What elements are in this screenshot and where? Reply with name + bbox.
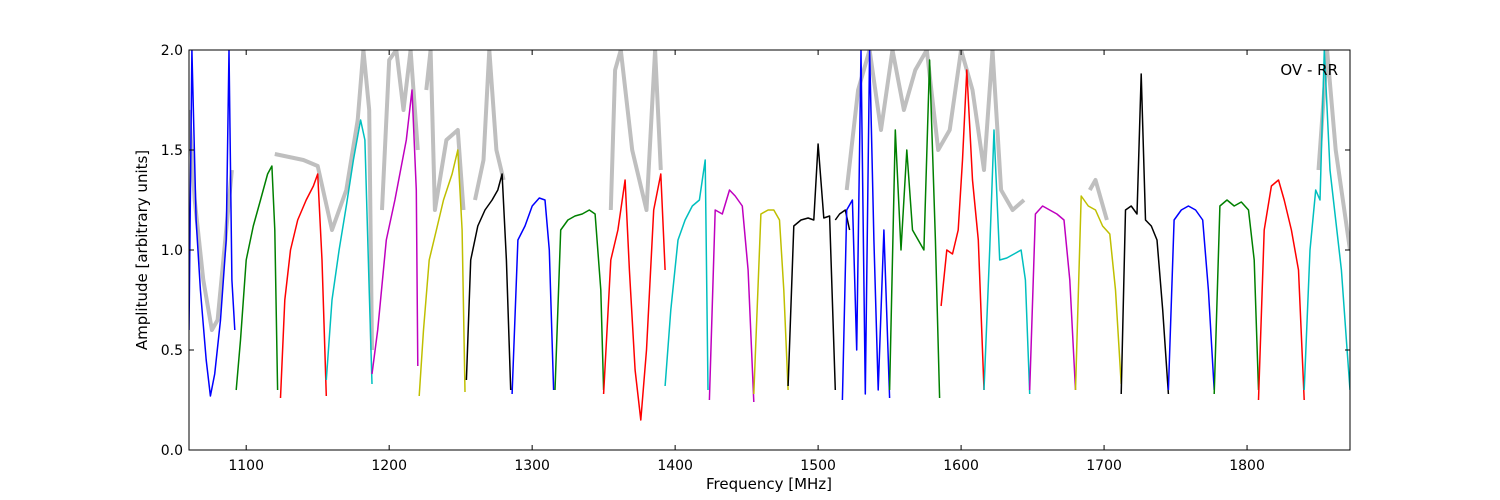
y-tick-label: 0.0 [161, 443, 183, 459]
x-tick-label: 1500 [800, 458, 836, 474]
band-trace-25 [1303, 50, 1350, 391]
background-trace-6 [844, 50, 1026, 212]
band-trace-10 [664, 159, 709, 391]
band-trace-21 [1120, 73, 1170, 395]
y-tick-label: 0.5 [161, 343, 183, 359]
x-tick-label: 1800 [1229, 458, 1265, 474]
y-tick-label: 1.5 [161, 143, 183, 159]
band-traces-layer [189, 50, 1350, 421]
x-tick-label: 1200 [371, 458, 407, 474]
band-trace-9 [602, 173, 666, 421]
band-trace-15 [841, 50, 891, 401]
band-trace-8 [554, 209, 605, 391]
background-trace-3 [424, 50, 466, 212]
chart-annotation: OV - RR [1280, 61, 1338, 79]
band-trace-6 [465, 173, 512, 391]
background-trace-4 [473, 50, 506, 201]
background-trace-7 [1088, 178, 1109, 221]
band-trace-11 [708, 189, 755, 403]
band-trace-0 [189, 50, 236, 397]
band-trace-7 [511, 197, 555, 395]
x-tick-label: 1100 [228, 458, 264, 474]
band-trace-18 [983, 129, 1031, 395]
band-trace-20 [1074, 195, 1122, 391]
x-axis-label: Frequency [MHz] [706, 475, 832, 493]
band-trace-12 [753, 209, 789, 395]
band-trace-24 [1257, 179, 1305, 401]
band-trace-13 [787, 143, 837, 391]
plot-background [189, 50, 1350, 450]
band-trace-5 [418, 149, 466, 397]
x-tick-label: 1600 [943, 458, 979, 474]
y-tick-label: 1.0 [161, 243, 183, 259]
y-tick-label: 2.0 [161, 43, 183, 59]
x-tick-label: 1400 [657, 458, 693, 474]
background-trace-2 [380, 50, 420, 211]
band-trace-4 [371, 89, 419, 375]
band-trace-23 [1213, 199, 1260, 395]
x-tick-label: 1300 [514, 458, 550, 474]
x-tick-label: 1700 [1086, 458, 1122, 474]
band-trace-19 [1028, 205, 1077, 391]
band-trace-3 [325, 119, 373, 385]
background-trace-8 [1316, 50, 1350, 251]
band-trace-17 [940, 69, 985, 391]
band-trace-22 [1167, 205, 1215, 391]
y-axis-label: Amplitude [arbitrary units] [133, 150, 151, 350]
background-trace-layer [189, 50, 1350, 351]
band-trace-2 [279, 173, 328, 399]
background-trace-1 [274, 50, 374, 351]
band-trace-1 [235, 165, 279, 391]
background-trace-5 [608, 50, 663, 212]
y-axis-ticks: 0.0 0.5 1.0 1.5 2.0 [161, 43, 1350, 459]
band-trace-16 [888, 59, 941, 399]
x-axis-ticks: 1100 1200 1300 1400 1500 1600 1700 1800 [228, 50, 1265, 474]
band-trace-14 [834, 209, 851, 231]
